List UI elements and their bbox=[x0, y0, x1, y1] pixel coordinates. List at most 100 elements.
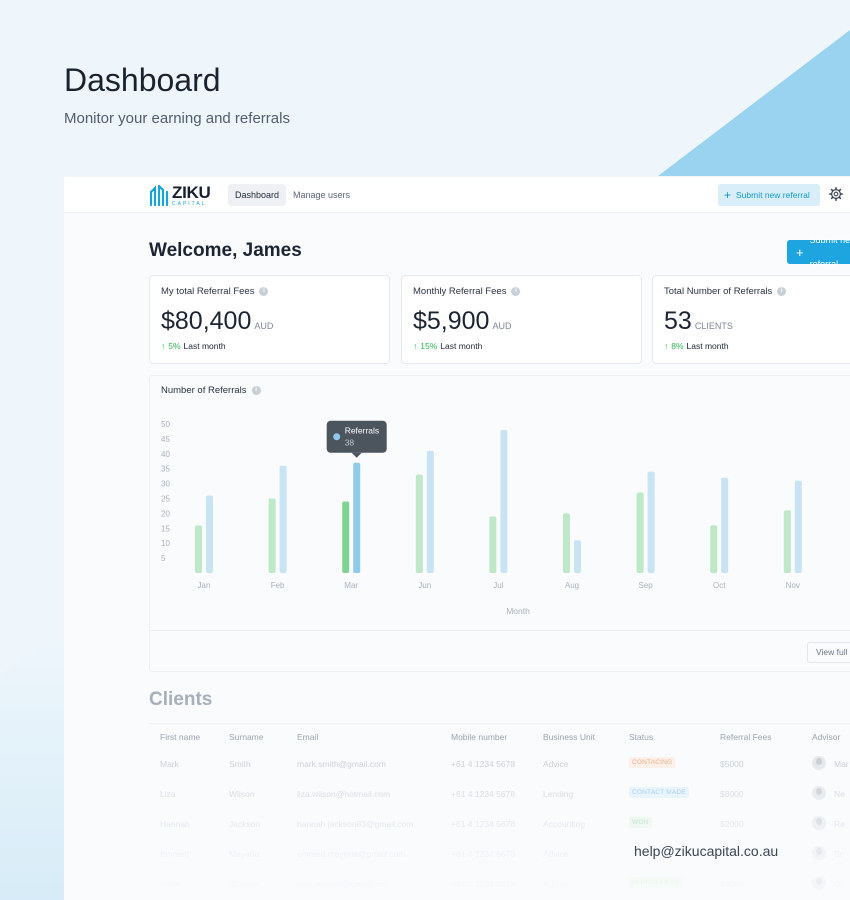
tooltip-legend-dot bbox=[333, 433, 341, 441]
trend-percent: 5% bbox=[168, 341, 181, 351]
client-email[interactable]: emmett.mayeria@gmail.com bbox=[297, 849, 406, 859]
table-cell: Liza bbox=[160, 789, 176, 799]
app-window: ZIKU CAPITAL Dashboard Manage users + Su… bbox=[64, 177, 850, 900]
avatar bbox=[812, 876, 826, 890]
trend-label: Last month bbox=[183, 341, 226, 351]
client-email[interactable]: luke.simone@gmail.com bbox=[297, 879, 390, 889]
advisor-name: Ne bbox=[834, 789, 845, 799]
stat-unit: CLIENTS bbox=[694, 321, 733, 331]
bar-blue-oct bbox=[721, 477, 729, 573]
bar-green-oct bbox=[710, 525, 718, 573]
table-cell: Smith bbox=[229, 759, 251, 769]
client-email[interactable]: mark.smith@gmail.com bbox=[297, 759, 386, 769]
trend-percent: 15% bbox=[420, 341, 438, 351]
trend-percent: 8% bbox=[671, 341, 684, 351]
status-badge: IN PROGRESS bbox=[629, 877, 683, 888]
column-header[interactable]: Surname bbox=[229, 732, 264, 742]
stat-title: Monthly Referral Fees i bbox=[413, 286, 521, 297]
logo-wordmark: ZIKU bbox=[172, 183, 211, 202]
table-cell: Advice bbox=[543, 879, 569, 889]
submit-referral-button[interactable]: + Submit new referral bbox=[787, 235, 850, 269]
y-tick-label: 15 bbox=[161, 524, 170, 533]
column-header[interactable]: Mobile number bbox=[451, 732, 508, 742]
x-tick-label: Jul bbox=[493, 581, 503, 590]
bar-green-sep bbox=[636, 492, 644, 573]
bar-blue-mar bbox=[353, 462, 361, 573]
view-full-button[interactable]: View full bbox=[807, 642, 850, 663]
chart-tooltip bbox=[326, 420, 387, 453]
bar-green-jan bbox=[195, 525, 202, 573]
referral-fee: $8000 bbox=[720, 879, 744, 889]
help-email-link[interactable]: help@zikucapital.co.au bbox=[634, 843, 779, 859]
info-icon[interactable]: i bbox=[259, 287, 269, 296]
referrals-chart-card: Number of Referrals i 5 10 15 20 25 30 35 40 45 5… bbox=[149, 375, 850, 672]
table-cell: Advice bbox=[543, 849, 569, 859]
y-tick-label: 25 bbox=[161, 495, 170, 504]
trend-label: Last month bbox=[686, 341, 729, 351]
arrow-up-icon: ↑ bbox=[413, 341, 418, 351]
column-header[interactable]: Business Unit bbox=[543, 732, 595, 742]
plus-icon: + bbox=[796, 244, 804, 260]
status-badge: CONTACT MADE bbox=[629, 787, 689, 798]
info-icon[interactable]: i bbox=[251, 386, 261, 395]
tooltip-label: Referrals bbox=[345, 426, 379, 436]
column-header[interactable]: Advisor bbox=[812, 732, 841, 742]
y-tick-label: 5 bbox=[161, 554, 166, 563]
logo-subtitle: CAPITAL bbox=[172, 201, 207, 207]
y-tick-label: 45 bbox=[161, 435, 170, 444]
y-tick-label: 30 bbox=[161, 480, 170, 489]
decorative-triangle-top-right bbox=[658, 30, 850, 176]
info-icon[interactable]: i bbox=[511, 287, 521, 296]
referral-fee: $2000 bbox=[720, 819, 744, 829]
table-cell: +61 4 1234 5678 bbox=[451, 819, 516, 829]
bar-blue-feb bbox=[279, 465, 287, 573]
bar-green-jul bbox=[489, 516, 497, 573]
y-tick-label: 10 bbox=[161, 539, 170, 548]
bar-blue-jun bbox=[426, 450, 434, 573]
top-navigation-bar: ZIKU CAPITAL Dashboard Manage users + Su… bbox=[64, 177, 850, 213]
column-header[interactable]: First name bbox=[160, 732, 201, 742]
avatar bbox=[812, 756, 826, 770]
stat-trend: ↑ 8% Last month bbox=[664, 341, 729, 351]
submit-referral-button-top[interactable]: + Submit new referral bbox=[718, 184, 820, 206]
table-cell: +61 4 1234 5678 bbox=[451, 879, 516, 889]
stat-title: My total Referral Fees i bbox=[161, 286, 269, 297]
stat-trend: ↑ 5% Last month bbox=[161, 341, 226, 351]
nav-tab-dashboard[interactable]: Dashboard bbox=[228, 184, 287, 206]
column-header[interactable]: Referral Fees bbox=[720, 732, 772, 742]
y-tick-label: 40 bbox=[161, 450, 170, 459]
nav-tab-manage-users[interactable]: Manage users bbox=[293, 190, 351, 200]
chart-title-text: Number of Referrals bbox=[161, 385, 247, 396]
table-cell: Simone bbox=[229, 879, 258, 889]
bar-blue-sep bbox=[647, 471, 655, 573]
gear-icon[interactable] bbox=[829, 187, 843, 201]
table-cell: Accounting bbox=[543, 819, 586, 829]
bar-green-mar bbox=[342, 501, 350, 573]
advisor-name: Sc bbox=[834, 849, 844, 859]
bar-blue-nov bbox=[794, 480, 802, 573]
table-cell: Hannah bbox=[160, 819, 190, 829]
table-cell: Lending bbox=[543, 789, 574, 799]
status-badge: WON bbox=[629, 817, 652, 828]
client-email[interactable]: liza.wilson@hotmail.com bbox=[297, 789, 391, 799]
stat-title-text: Total Number of Referrals bbox=[664, 286, 773, 297]
trend-label: Last month bbox=[440, 341, 483, 351]
ziku-logo[interactable]: ZIKU CAPITAL bbox=[149, 183, 211, 207]
tooltip-value: 38 bbox=[345, 438, 355, 448]
info-icon[interactable]: i bbox=[777, 287, 787, 296]
x-tick-label: Sep bbox=[638, 581, 653, 590]
y-tick-label: 35 bbox=[161, 465, 170, 474]
stat-value: $5,900 AUD bbox=[413, 307, 511, 336]
stat-title-text: Monthly Referral Fees bbox=[413, 286, 507, 297]
column-header[interactable]: Status bbox=[629, 732, 654, 742]
x-tick-label: Oct bbox=[713, 581, 726, 590]
client-email[interactable]: hannah.jackson83@gmail.com bbox=[297, 819, 414, 829]
stat-unit: AUD bbox=[254, 321, 274, 331]
stat-value: $80,400 AUD bbox=[161, 307, 273, 336]
chart-title: Number of Referrals i bbox=[161, 385, 261, 396]
table-cell: Wilson bbox=[229, 789, 255, 799]
stat-trend: ↑ 15% Last month bbox=[413, 341, 482, 351]
advisor-name: Gi bbox=[834, 879, 843, 889]
column-header[interactable]: Email bbox=[297, 732, 319, 742]
stat-value-number: $5,900 bbox=[413, 307, 490, 335]
